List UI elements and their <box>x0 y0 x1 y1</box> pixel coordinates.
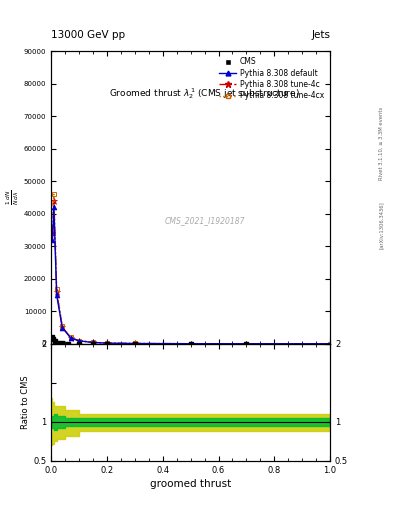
Pythia 8.308 default <box>54 292 59 298</box>
CMS <box>90 339 96 348</box>
Pythia 8.308 tune-4cx <box>244 340 249 347</box>
Pythia 8.308 default <box>91 339 95 346</box>
Pythia 8.308 tune-4c <box>60 324 64 330</box>
Pythia 8.308 default <box>132 340 137 347</box>
Pythia 8.308 tune-4c <box>54 289 59 295</box>
Pythia 8.308 default <box>51 204 56 210</box>
Legend: CMS, Pythia 8.308 default, Pythia 8.308 tune-4c, Pythia 8.308 tune-4cx: CMS, Pythia 8.308 default, Pythia 8.308 … <box>217 55 326 102</box>
Pythia 8.308 default <box>328 340 332 347</box>
Pythia 8.308 tune-4cx <box>68 334 73 340</box>
Text: 13000 GeV pp: 13000 GeV pp <box>51 30 125 40</box>
Text: CMS_2021_I1920187: CMS_2021_I1920187 <box>164 217 245 225</box>
Pythia 8.308 tune-4cx <box>54 285 59 291</box>
CMS <box>65 339 71 348</box>
Pythia 8.308 default <box>244 340 249 347</box>
Pythia 8.308 default <box>188 340 193 347</box>
Pythia 8.308 tune-4cx <box>188 340 193 347</box>
Pythia 8.308 tune-4c <box>188 340 193 347</box>
CMS <box>187 339 194 348</box>
Pythia 8.308 tune-4c <box>51 198 56 204</box>
X-axis label: groomed thrust: groomed thrust <box>150 479 231 489</box>
Pythia 8.308 default <box>68 335 73 341</box>
Pythia 8.308 tune-4cx <box>50 210 55 217</box>
Text: [arXiv:1306.3436]: [arXiv:1306.3436] <box>379 201 384 249</box>
Pythia 8.308 tune-4c <box>77 337 81 344</box>
Pythia 8.308 tune-4c <box>244 340 249 347</box>
Text: Jets: Jets <box>311 30 330 40</box>
CMS <box>243 339 250 348</box>
CMS <box>76 339 82 348</box>
Pythia 8.308 tune-4c <box>105 340 109 346</box>
Pythia 8.308 tune-4cx <box>60 323 64 329</box>
Pythia 8.308 default <box>77 338 81 344</box>
Pythia 8.308 tune-4c <box>91 339 95 346</box>
CMS <box>49 333 55 342</box>
Line: Pythia 8.308 tune-4c: Pythia 8.308 tune-4c <box>50 198 333 347</box>
Pythia 8.308 tune-4c <box>328 340 332 347</box>
Pythia 8.308 tune-4c <box>50 230 55 237</box>
Text: Rivet 3.1.10, ≥ 3.3M events: Rivet 3.1.10, ≥ 3.3M events <box>379 106 384 180</box>
Pythia 8.308 tune-4cx <box>91 339 95 346</box>
Pythia 8.308 default <box>60 325 64 331</box>
CMS <box>52 337 59 345</box>
Y-axis label: $\frac{1}{N}\frac{dN}{d\lambda}$: $\frac{1}{N}\frac{dN}{d\lambda}$ <box>5 190 21 205</box>
Pythia 8.308 tune-4c <box>132 340 137 347</box>
CMS <box>104 339 110 348</box>
Pythia 8.308 tune-4cx <box>132 340 137 347</box>
Pythia 8.308 tune-4cx <box>105 340 109 346</box>
CMS <box>132 339 138 348</box>
Line: Pythia 8.308 default: Pythia 8.308 default <box>50 205 332 346</box>
CMS <box>50 335 56 343</box>
CMS <box>59 339 65 347</box>
Pythia 8.308 tune-4c <box>68 334 73 340</box>
CMS <box>55 339 61 347</box>
Text: Groomed thrust $\lambda_2^{\,1}$ (CMS jet substructure): Groomed thrust $\lambda_2^{\,1}$ (CMS je… <box>109 87 300 101</box>
Y-axis label: Ratio to CMS: Ratio to CMS <box>21 375 30 429</box>
Pythia 8.308 tune-4cx <box>328 340 332 347</box>
Pythia 8.308 tune-4cx <box>51 191 56 197</box>
Line: Pythia 8.308 tune-4cx: Pythia 8.308 tune-4cx <box>50 192 332 346</box>
Pythia 8.308 default <box>50 237 55 243</box>
Pythia 8.308 tune-4cx <box>77 337 81 344</box>
Pythia 8.308 default <box>105 340 109 346</box>
